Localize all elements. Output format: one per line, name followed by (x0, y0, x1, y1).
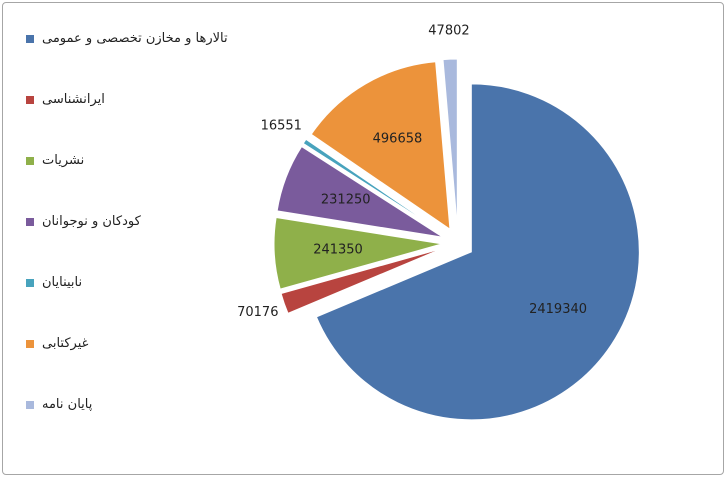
legend-swatch (26, 340, 34, 348)
legend-swatch (26, 218, 34, 226)
legend-item: ایرانشناسی (26, 91, 105, 108)
legend-label: نشریات (42, 153, 85, 168)
data-label: 47802 (428, 24, 469, 39)
pie-slice (273, 216, 443, 290)
pie-slice (315, 83, 640, 421)
legend-label: تالارها و مخازن تخصصی و عمومی (42, 31, 228, 46)
legend-item: نابینایان (26, 274, 82, 291)
chart-frame (2, 2, 724, 475)
legend-item: پایان نامه (26, 396, 92, 413)
legend-item: نشریات (26, 152, 84, 169)
pie-slice (280, 247, 444, 314)
data-label: 70176 (237, 305, 278, 320)
legend-label: پایان نامه (42, 397, 93, 412)
legend-swatch (26, 96, 34, 104)
legend-swatch (26, 157, 34, 165)
pie-slice (302, 138, 445, 235)
legend-label: کودکان و نوجوانان (42, 214, 141, 229)
legend-item: تالارها و مخازن تخصصی و عمومی (26, 30, 228, 47)
legend-label: نابینایان (42, 275, 83, 290)
data-label: 496658 (373, 132, 423, 147)
legend-item: کودکان و نوجوانان (26, 213, 141, 230)
data-label: 2419340 (529, 302, 587, 317)
legend-swatch (26, 35, 34, 43)
legend-label: غیرکتابی (42, 336, 89, 351)
data-label: 241350 (313, 242, 363, 257)
legend-item: غیرکتابی (26, 335, 88, 352)
legend-swatch (26, 401, 34, 409)
legend-swatch (26, 279, 34, 287)
pie-slice (310, 61, 451, 231)
legend-label: ایرانشناسی (42, 92, 105, 107)
pie-slice (442, 58, 458, 228)
data-label: 16551 (261, 118, 302, 133)
data-label: 231250 (321, 193, 371, 208)
pie-slice (276, 145, 444, 238)
